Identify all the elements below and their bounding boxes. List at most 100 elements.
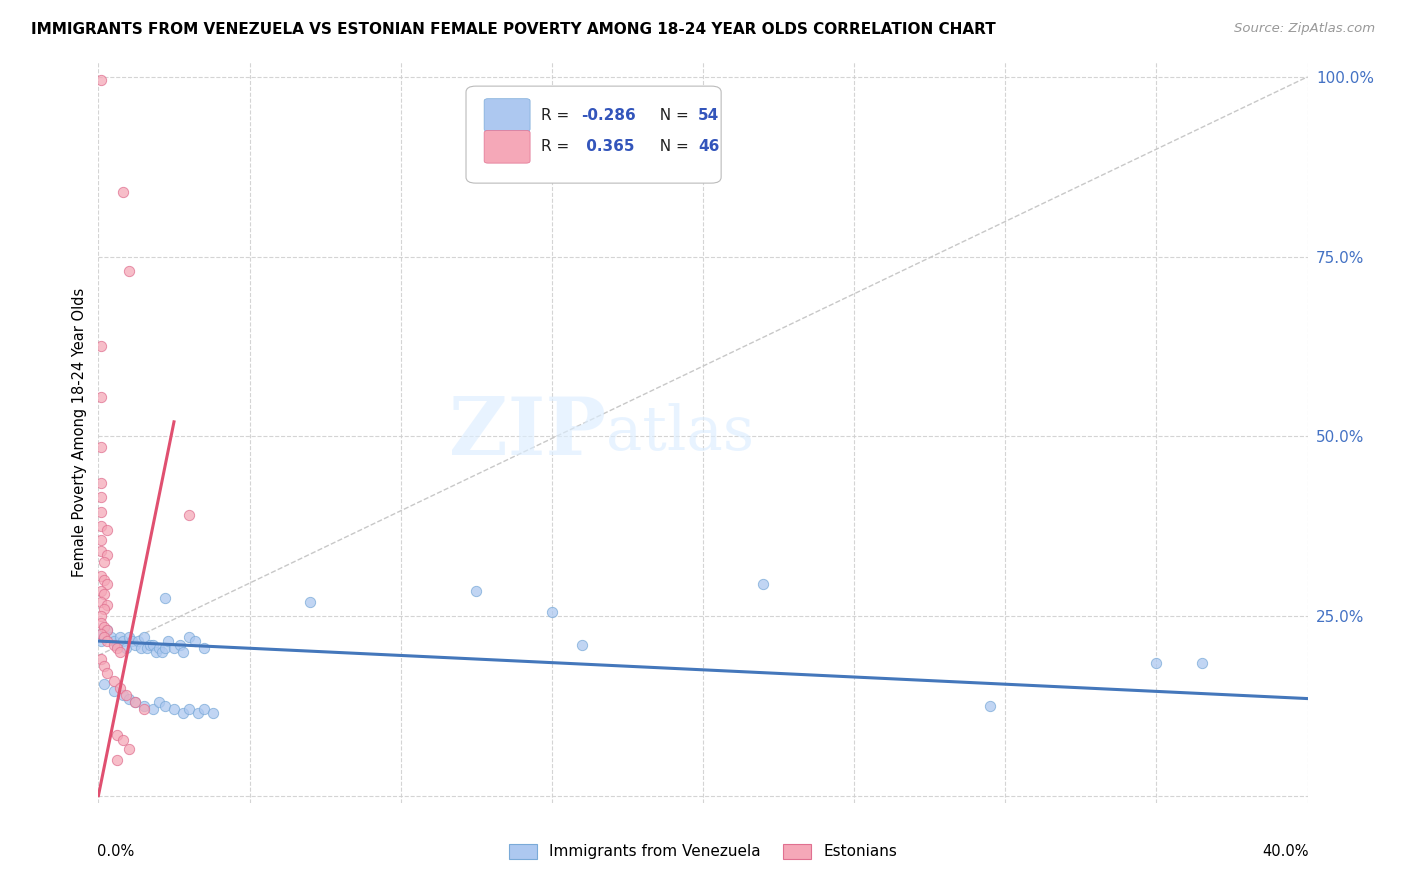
Text: Source: ZipAtlas.com: Source: ZipAtlas.com [1234,22,1375,36]
Text: 0.365: 0.365 [581,139,634,154]
Point [118,691,141,706]
Point [111,634,134,648]
Point [93,573,115,587]
Point [540,605,562,619]
Point [148,695,170,709]
Point [90,475,112,490]
Text: 54: 54 [699,108,720,122]
Text: 40.0%: 40.0% [1263,844,1309,858]
Point [96,624,118,638]
Point [90,519,112,533]
Point [90,594,112,608]
Point [118,264,141,278]
Point [96,598,118,612]
Point [1144,656,1167,670]
Point [93,620,115,634]
Point [132,702,155,716]
Point [96,576,118,591]
Point [193,702,215,716]
Point [111,185,134,199]
Point [90,440,112,454]
Point [132,631,155,645]
Point [93,587,115,601]
Point [179,508,201,523]
Point [108,645,131,659]
Point [90,390,112,404]
Point [139,638,162,652]
Text: ZIP: ZIP [450,393,606,472]
Point [105,727,128,741]
Point [299,594,322,608]
FancyBboxPatch shape [484,130,530,163]
Point [202,706,225,720]
Point [121,634,143,648]
Point [90,634,112,648]
Point [118,742,141,756]
Point [90,616,112,631]
Point [90,544,112,558]
Point [172,645,194,659]
Point [90,533,112,548]
Point [142,702,165,716]
Point [93,601,115,615]
Point [105,753,128,767]
Text: IMMIGRANTS FROM VENEZUELA VS ESTONIAN FEMALE POVERTY AMONG 18-24 YEAR OLDS CORRE: IMMIGRANTS FROM VENEZUELA VS ESTONIAN FE… [31,22,995,37]
Point [90,491,112,505]
Text: 0.0%: 0.0% [97,844,135,858]
Point [93,631,115,645]
Point [150,645,173,659]
Point [105,641,128,656]
Point [142,638,165,652]
Point [108,681,131,695]
Point [103,673,125,688]
Point [179,631,201,645]
Point [124,638,146,652]
Point [93,555,115,569]
Text: atlas: atlas [606,402,755,463]
Point [105,638,128,652]
Text: 46: 46 [699,139,720,154]
Point [465,583,488,598]
Point [163,702,186,716]
Point [93,659,115,673]
Point [179,702,201,716]
Point [96,523,118,537]
Point [184,634,207,648]
Text: R =: R = [541,139,574,154]
Point [148,641,170,656]
Point [90,73,112,87]
Point [100,631,122,645]
Point [132,698,155,713]
Point [103,634,125,648]
Point [111,732,134,747]
Point [114,641,136,656]
Point [90,608,112,623]
Point [124,695,146,709]
Point [163,641,186,656]
Point [172,706,194,720]
Point [145,645,167,659]
Y-axis label: Female Poverty Among 18-24 Year Olds: Female Poverty Among 18-24 Year Olds [72,288,87,577]
Point [127,634,149,648]
Point [114,688,136,702]
Point [153,641,176,656]
Point [96,548,118,562]
Point [979,698,1001,713]
FancyBboxPatch shape [484,99,530,131]
Point [108,631,131,645]
FancyBboxPatch shape [465,87,721,183]
Point [124,695,146,709]
Point [96,624,118,638]
Point [153,698,176,713]
Text: N =: N = [650,139,693,154]
Point [156,634,179,648]
Point [193,641,215,656]
Point [93,677,115,691]
Point [135,641,157,656]
Text: R =: R = [541,108,574,122]
Point [129,641,152,656]
Text: N =: N = [650,108,693,122]
Point [90,339,112,353]
Point [93,631,115,645]
Point [187,706,209,720]
